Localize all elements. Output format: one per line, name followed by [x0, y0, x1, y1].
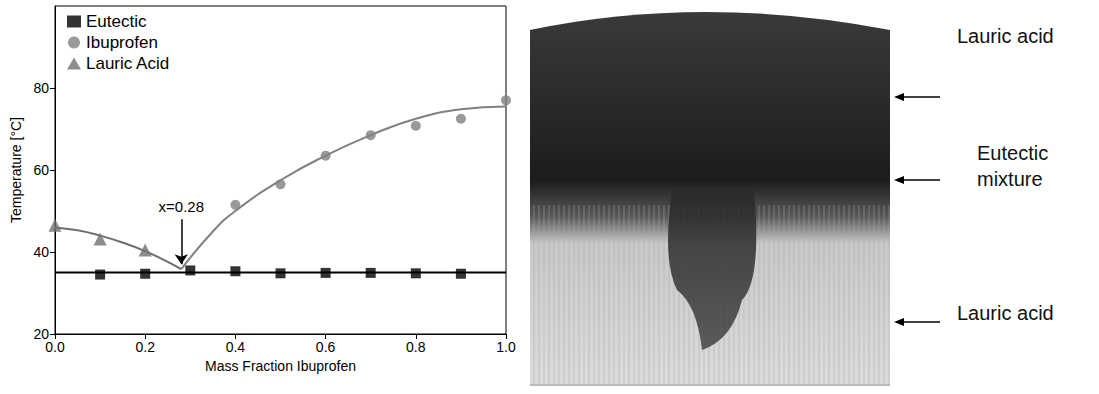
- svg-text:x=0.28: x=0.28: [159, 198, 204, 215]
- svg-text:20: 20: [33, 326, 49, 342]
- html-text:Lauric acid: Lauric acid: [957, 302, 1054, 324]
- svg-text:0.4: 0.4: [226, 339, 246, 355]
- svg-text:60: 60: [33, 162, 49, 178]
- svg-text:1.0: 1.0: [496, 339, 516, 355]
- html-text:Eutectic mixture: Eutectic mixture: [977, 142, 1049, 190]
- svg-text:Temperature [°C]: Temperature [°C]: [8, 117, 24, 223]
- svg-text:0.2: 0.2: [135, 339, 155, 355]
- svg-text:Eutectic: Eutectic: [86, 12, 147, 31]
- svg-text:40: 40: [33, 244, 49, 260]
- svg-text:Ibuprofen: Ibuprofen: [86, 33, 158, 52]
- svg-text:0.6: 0.6: [316, 339, 336, 355]
- svg-text:80: 80: [33, 80, 49, 96]
- svg-text:0.8: 0.8: [406, 339, 426, 355]
- svg-text:Mass Fraction Ibuprofen: Mass Fraction Ibuprofen: [205, 358, 356, 374]
- html-text:Lauric acid: Lauric acid: [957, 25, 1054, 47]
- svg-text:0.0: 0.0: [45, 339, 65, 355]
- svg-text:Lauric Acid: Lauric Acid: [86, 54, 169, 73]
